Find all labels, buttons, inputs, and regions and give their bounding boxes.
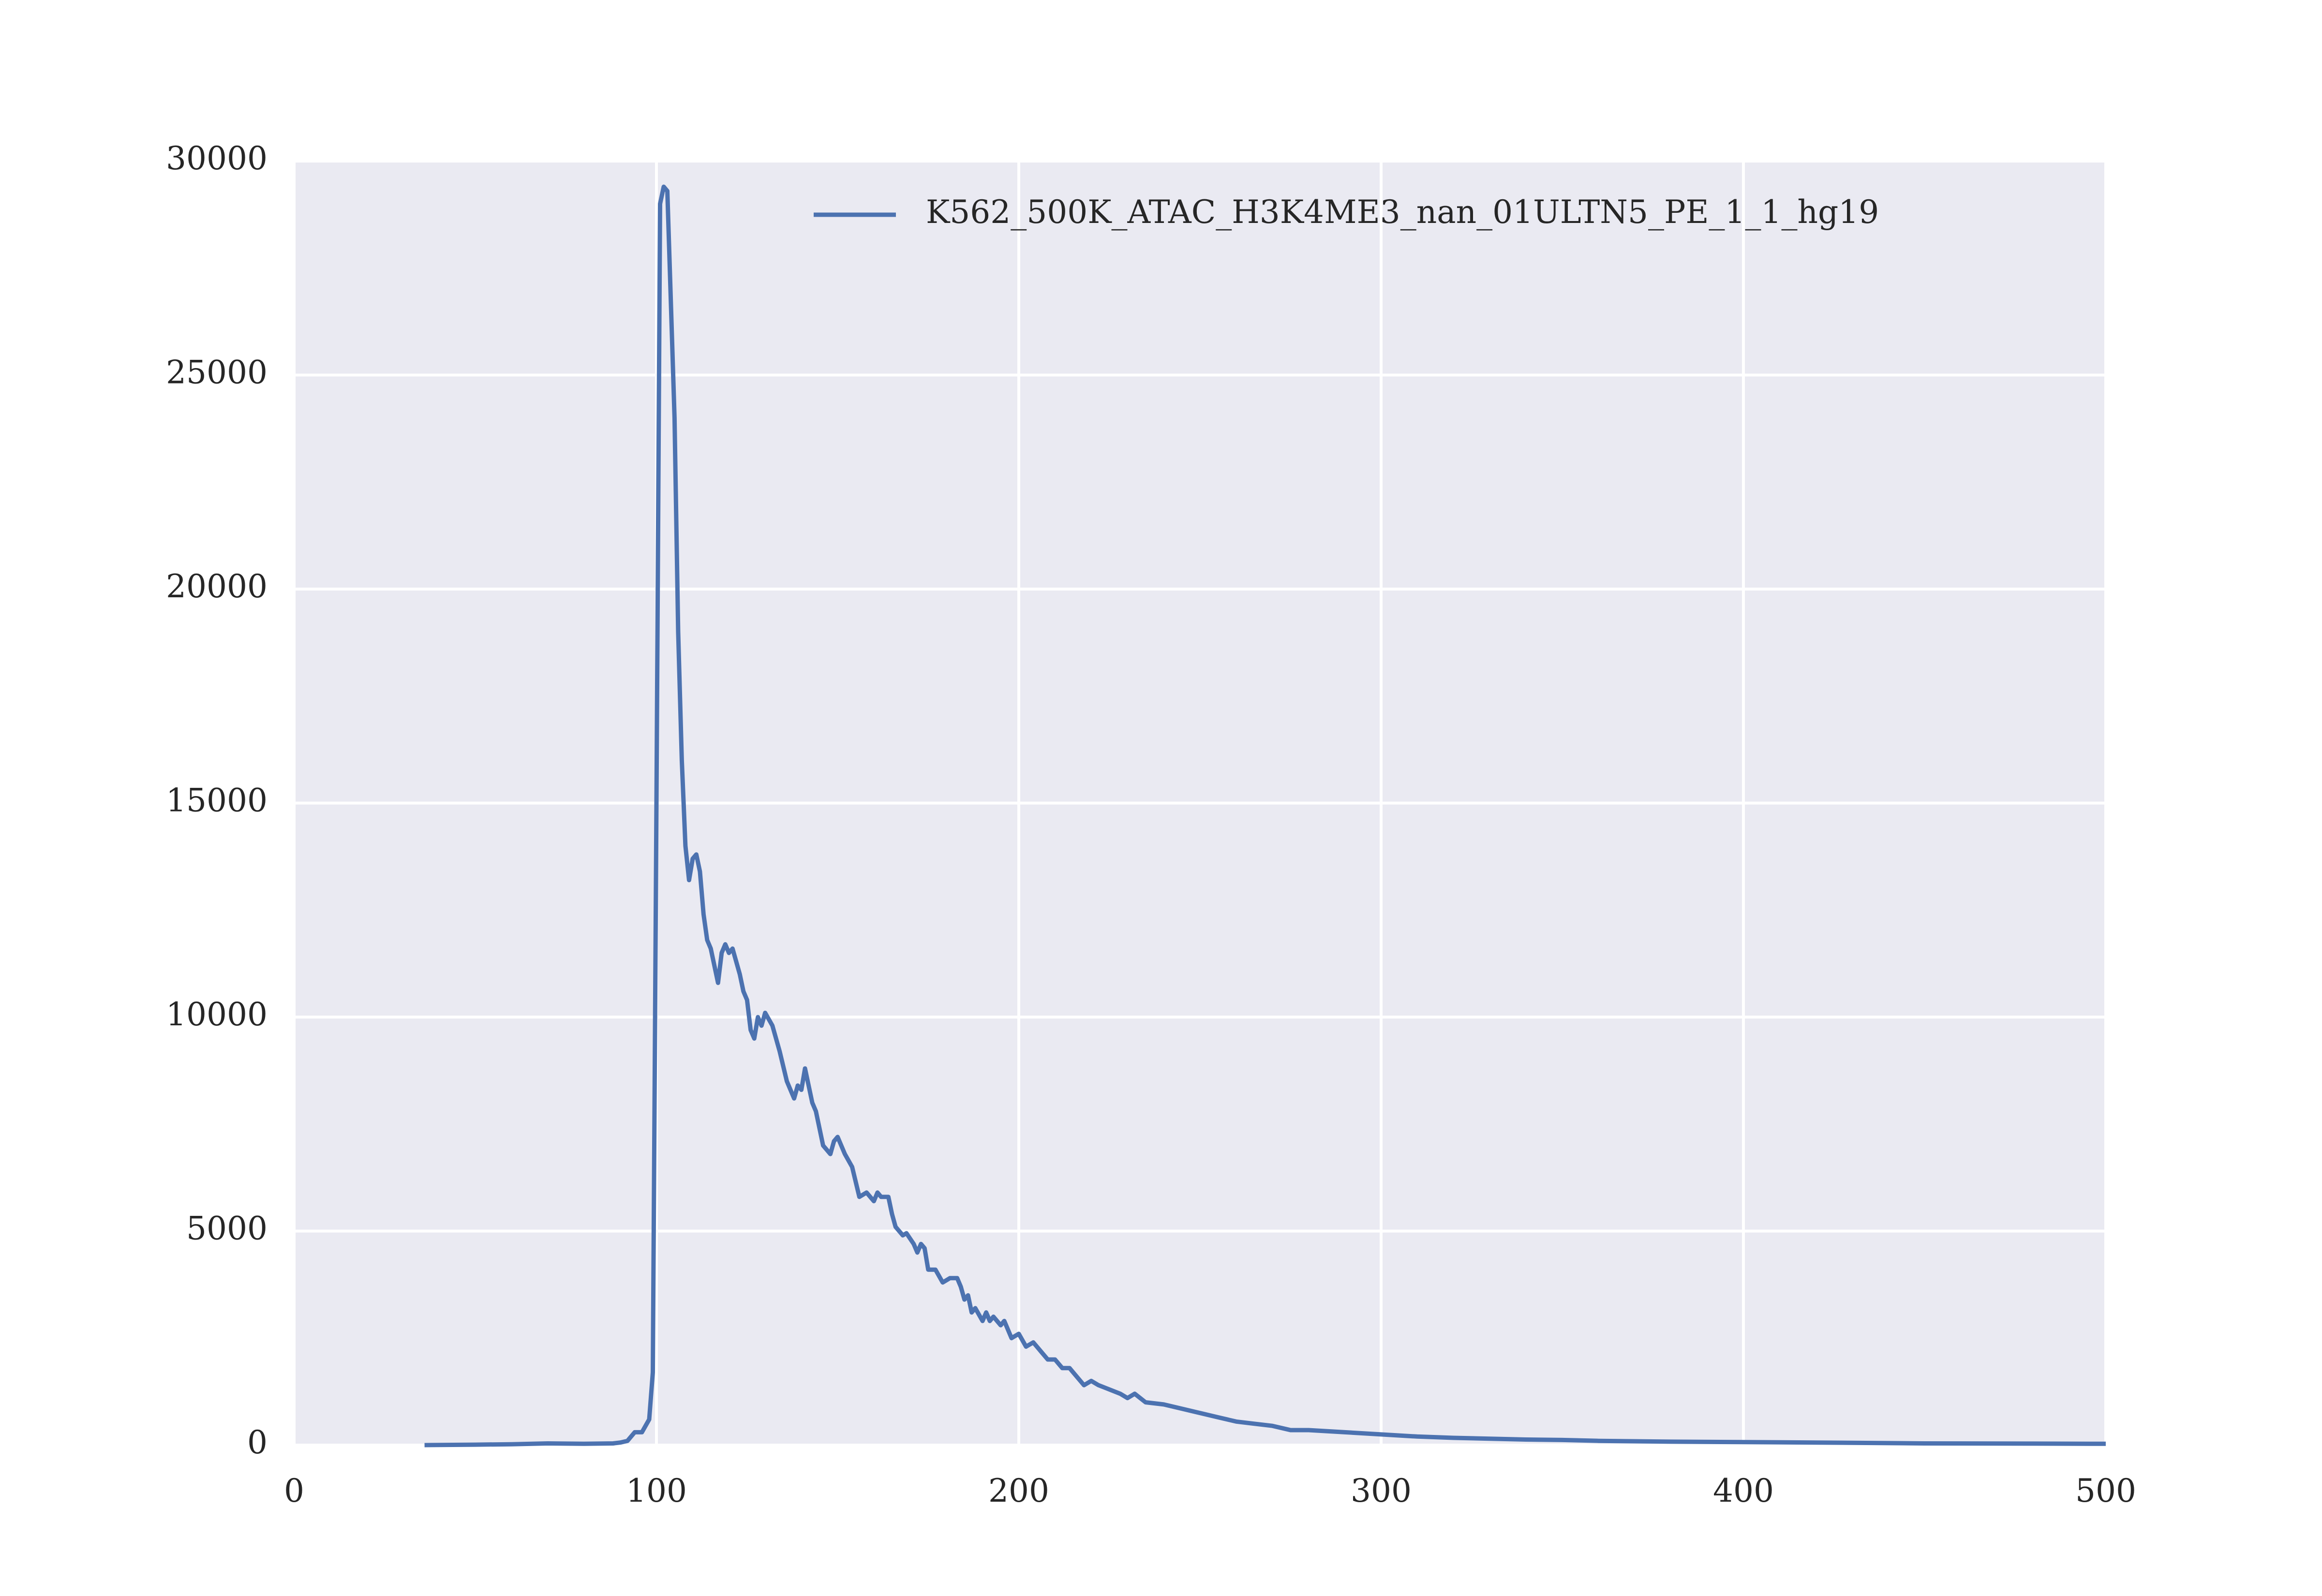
- y-tick-label: 10000: [166, 996, 268, 1033]
- x-tick-label: 100: [626, 1472, 687, 1509]
- legend-label: K562_500K_ATAC_H3K4ME3_nan_01ULTN5_PE_1_…: [926, 193, 1879, 231]
- y-tick-label: 5000: [186, 1210, 268, 1247]
- x-tick-label: 300: [1351, 1472, 1412, 1509]
- x-tick-label: 200: [988, 1472, 1049, 1509]
- x-tick-label: 400: [1713, 1472, 1774, 1509]
- series-line: [424, 184, 2106, 1448]
- x-tick-label: 0: [284, 1472, 304, 1509]
- y-tick-label: 20000: [166, 568, 268, 605]
- y-tick-label: 25000: [166, 354, 268, 391]
- x-tick-label: 500: [2075, 1472, 2136, 1509]
- y-tick-label: 0: [247, 1424, 268, 1461]
- y-tick-label: 30000: [166, 140, 268, 177]
- y-tick-label: 15000: [166, 782, 268, 819]
